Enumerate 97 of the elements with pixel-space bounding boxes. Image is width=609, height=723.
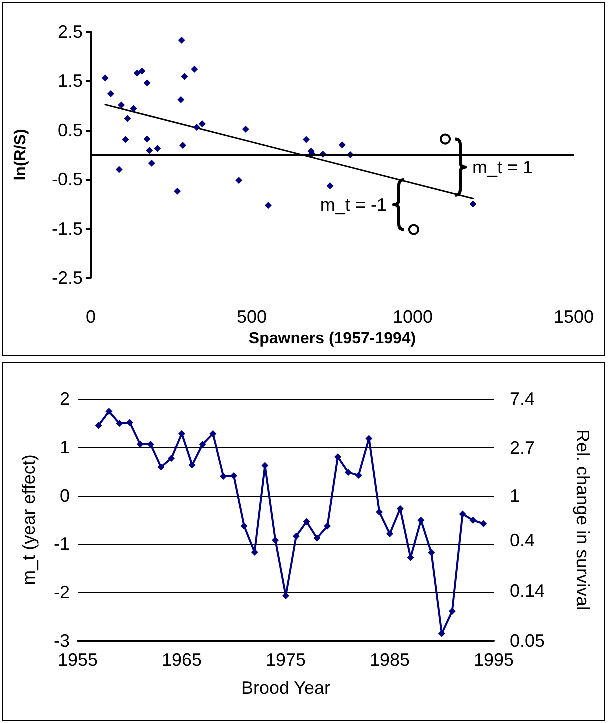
point <box>144 136 151 143</box>
point <box>174 188 182 195</box>
point <box>193 124 200 131</box>
point <box>191 66 198 73</box>
y-tick-label: -1 <box>54 534 70 554</box>
point <box>440 134 452 145</box>
point <box>116 166 123 174</box>
point <box>324 522 332 530</box>
point <box>470 516 477 524</box>
y2-tick-label: 1 <box>510 486 520 506</box>
point <box>355 472 362 479</box>
y2-tick-label: 2.7 <box>510 438 536 458</box>
point <box>292 532 300 540</box>
point <box>236 177 243 184</box>
x-tick-label: 1965 <box>162 650 202 670</box>
y-tick-label: -0.5 <box>52 170 83 190</box>
point <box>334 454 342 461</box>
y-tick-label: -3 <box>54 631 70 651</box>
point <box>428 549 436 556</box>
y2-tick-label: 0.05 <box>510 631 546 651</box>
point <box>178 430 186 438</box>
point <box>198 120 206 128</box>
point <box>210 430 217 438</box>
point <box>448 608 456 615</box>
annotation: m_t = 1 <box>472 157 534 178</box>
point <box>126 419 134 426</box>
point <box>470 200 477 208</box>
x-tick-label: 500 <box>236 307 268 327</box>
point <box>154 145 162 152</box>
x-tick-label: 0 <box>86 307 96 327</box>
y-tick-label: 0.5 <box>58 120 83 140</box>
point <box>338 142 346 149</box>
y-tick-label: 0 <box>60 486 70 506</box>
point <box>314 534 321 542</box>
x-tick-label: 1000 <box>392 307 434 327</box>
point <box>146 147 154 154</box>
point <box>134 70 141 77</box>
y2-tick-label: 7.4 <box>510 389 536 409</box>
y2-tick-label: 0.4 <box>510 530 536 550</box>
y-tick-label: 1 <box>60 437 70 458</box>
x-axis-title: Brood Year <box>241 678 331 698</box>
point <box>116 420 124 428</box>
point <box>178 96 185 104</box>
y-axis-title: ln(R/S) <box>12 129 30 181</box>
point <box>272 536 280 544</box>
x-tick-label: 1500 <box>554 307 594 327</box>
point <box>158 464 165 471</box>
point <box>408 224 420 236</box>
annotation: m_t = -1 <box>320 194 387 215</box>
y2-axis-title: Rel. change in survival <box>573 429 593 611</box>
y-tick-label: 2 <box>60 389 70 409</box>
point <box>326 182 334 190</box>
point <box>148 160 156 167</box>
point <box>124 115 132 122</box>
x-tick-label: 1955 <box>58 650 98 670</box>
point <box>102 74 109 82</box>
point <box>95 422 102 430</box>
point <box>136 440 144 448</box>
y-axis-title: m_t (year effect) <box>19 454 39 586</box>
point <box>376 508 384 516</box>
point <box>438 630 446 638</box>
point <box>480 520 488 528</box>
y-tick-label: -1.5 <box>52 218 83 239</box>
point <box>240 522 248 530</box>
point <box>344 469 352 476</box>
point <box>107 90 114 98</box>
point <box>264 202 272 210</box>
y2-tick-label: 0.14 <box>510 581 546 602</box>
point <box>188 462 196 469</box>
y-tick-label: -2 <box>54 582 70 603</box>
point <box>302 136 310 144</box>
point <box>122 136 130 144</box>
point <box>130 105 138 112</box>
point <box>181 73 188 80</box>
point <box>396 505 404 512</box>
y-tick-label: -2.5 <box>52 268 83 288</box>
point <box>220 472 228 480</box>
point <box>386 530 394 538</box>
point <box>459 510 466 518</box>
point <box>138 68 146 75</box>
point <box>168 455 176 462</box>
point <box>199 440 206 448</box>
point <box>144 80 151 87</box>
point <box>242 126 250 133</box>
x-tick-label: 1995 <box>474 650 514 670</box>
point <box>230 472 238 480</box>
point <box>180 142 187 150</box>
x-tick-label: 1975 <box>266 650 306 670</box>
point <box>118 102 126 109</box>
point <box>106 408 113 416</box>
point <box>178 36 186 44</box>
point <box>303 518 310 526</box>
y-tick-label: 2.5 <box>58 22 83 42</box>
y-tick-label: 1.5 <box>58 71 83 92</box>
point <box>147 440 154 448</box>
x-axis-title: Spawners (1957-1994) <box>248 330 416 348</box>
x-tick-label: 1985 <box>370 650 410 670</box>
